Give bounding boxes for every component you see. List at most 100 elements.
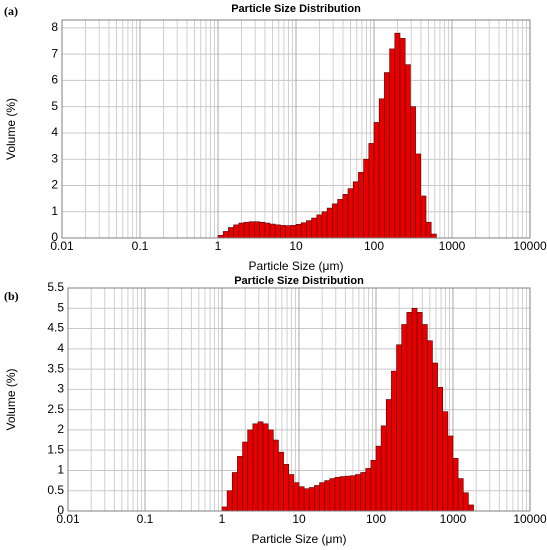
bar [401, 324, 408, 512]
y-tick-label: 4.5 [47, 321, 64, 335]
bar [375, 445, 382, 512]
bar [290, 225, 297, 239]
bar [365, 468, 372, 512]
x-tick-label: 1000 [439, 239, 466, 253]
plot-border [61, 19, 531, 239]
bar [442, 411, 449, 512]
x-tick-label: 0.01 [56, 512, 80, 526]
panel-label: (a) [4, 4, 18, 18]
bar [344, 475, 351, 512]
x-tick-label: 10000 [513, 512, 547, 526]
y-tick-label: 7 [51, 46, 58, 60]
x-tick-label: 0.01 [50, 239, 74, 253]
bar [243, 221, 250, 239]
bar [298, 486, 305, 512]
bar [384, 72, 390, 239]
bar [326, 207, 333, 239]
bar [352, 181, 359, 239]
bar [410, 106, 416, 239]
bar [406, 312, 413, 512]
bar [421, 324, 428, 512]
bar [237, 455, 243, 512]
bar [238, 222, 245, 239]
x-tick-label: 10 [289, 239, 303, 253]
bar [308, 487, 315, 512]
bar [280, 225, 286, 239]
bar [427, 340, 433, 512]
bar [283, 464, 290, 512]
bar [221, 506, 228, 512]
x-tick-label: 10 [292, 512, 306, 526]
bar [269, 223, 276, 239]
bar [228, 227, 234, 239]
x-tick-label: 1000 [440, 512, 467, 526]
bar [368, 143, 375, 239]
bar [350, 475, 356, 512]
bar [396, 344, 402, 512]
y-tick-label: 1.5 [47, 442, 64, 456]
x-tick-label: 1 [215, 239, 222, 253]
y-tick-label: 5 [57, 300, 64, 314]
bar [468, 504, 474, 512]
bar [432, 362, 438, 512]
bar [252, 423, 259, 512]
bar [295, 224, 302, 239]
y-tick-label: 3 [51, 151, 58, 165]
bar [222, 231, 229, 239]
bar [462, 492, 469, 512]
y-tick-label: 2 [57, 422, 64, 436]
bar [420, 195, 427, 239]
bar [247, 429, 254, 512]
bar [394, 32, 401, 239]
bar [363, 158, 370, 239]
y-tick-label: 4 [57, 341, 64, 355]
bar [257, 421, 264, 512]
x-tick-label: 100 [366, 512, 386, 526]
bar [385, 399, 392, 512]
bar [378, 98, 385, 239]
chart-title: Particle Size Distribution [231, 3, 361, 15]
y-tick-label: 8 [51, 20, 58, 34]
y-tick-label: 3.5 [47, 361, 64, 375]
y-axis-label: Volume (%) [4, 98, 18, 160]
bar [425, 221, 432, 239]
bar [373, 122, 380, 239]
y-tick-label: 5 [51, 99, 58, 113]
bar [278, 451, 284, 512]
bar [404, 64, 411, 239]
bar [267, 429, 274, 512]
y-tick-label: 0.5 [47, 483, 64, 497]
bar [316, 214, 323, 239]
bar [319, 482, 325, 512]
bar [300, 222, 307, 239]
x-tick-label: 0.1 [132, 239, 149, 253]
bar [358, 172, 364, 239]
y-tick-label: 2 [51, 178, 58, 192]
y-tick-label: 3 [57, 382, 64, 396]
bar [293, 482, 300, 512]
y-tick-label: 1 [51, 204, 58, 218]
bar [457, 478, 464, 512]
bar [380, 425, 387, 512]
bar [329, 478, 336, 512]
chart-title: Particle Size Distribution [234, 275, 364, 287]
x-axis-label: Particle Size (μm) [252, 532, 347, 546]
bar [314, 485, 320, 512]
bar [416, 312, 423, 512]
bar [303, 488, 310, 512]
bar [306, 220, 312, 239]
bar [233, 224, 240, 239]
x-tick-label: 10000 [513, 239, 547, 253]
bar [339, 476, 346, 512]
bar [242, 441, 248, 512]
bar [259, 221, 266, 239]
bar [355, 474, 361, 512]
bar [347, 188, 354, 239]
bar [389, 48, 396, 239]
bar [391, 370, 397, 512]
bar [342, 194, 349, 239]
bar [415, 153, 422, 239]
y-axis-label: Volume (%) [4, 368, 18, 430]
y-tick-label: 1 [57, 463, 64, 477]
